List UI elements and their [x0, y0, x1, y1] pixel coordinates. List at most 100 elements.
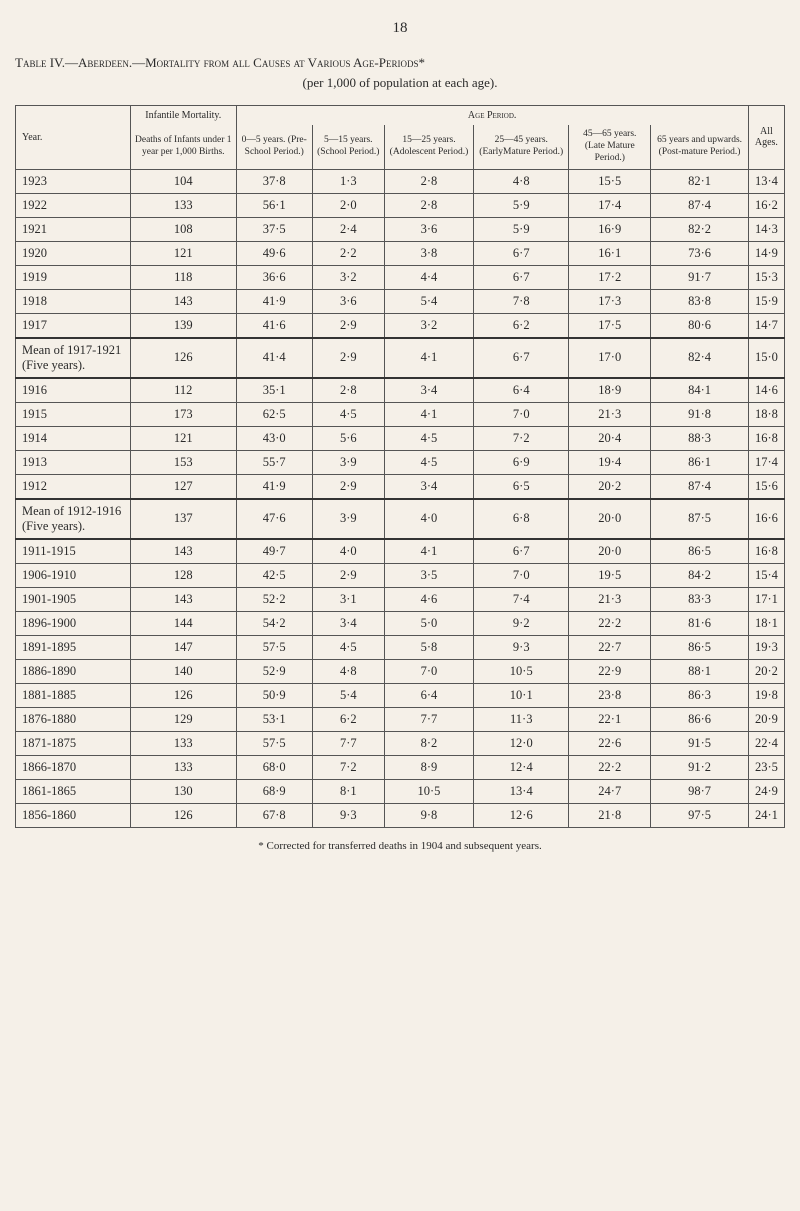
data-cell: 16·8	[748, 426, 784, 450]
data-cell: 4·5	[312, 402, 384, 426]
data-cell: 87·5	[651, 499, 748, 539]
header-age-period: Age Period.	[236, 106, 748, 126]
data-cell: 3·4	[312, 611, 384, 635]
data-cell: 121	[131, 426, 237, 450]
data-cell: 22·4	[748, 731, 784, 755]
data-cell: 62·5	[236, 402, 312, 426]
data-cell: 20·9	[748, 707, 784, 731]
data-cell: 139	[131, 313, 237, 338]
data-cell: 9·3	[312, 803, 384, 827]
year-cell: 1920	[16, 241, 131, 265]
data-cell: 137	[131, 499, 237, 539]
data-cell: 73·6	[651, 241, 748, 265]
data-cell: 6·4	[474, 378, 569, 403]
data-cell: 23·8	[569, 683, 651, 707]
year-cell: 1919	[16, 265, 131, 289]
data-cell: 91·7	[651, 265, 748, 289]
data-cell: 12·6	[474, 803, 569, 827]
header-c5: 45—65 years. (Late Mature Period.)	[569, 125, 651, 169]
data-cell: 22·1	[569, 707, 651, 731]
data-cell: 82·1	[651, 169, 748, 193]
data-cell: 7·0	[384, 659, 474, 683]
data-cell: 19·3	[748, 635, 784, 659]
data-cell: 16·1	[569, 241, 651, 265]
page-number: 18	[15, 20, 785, 37]
data-cell: 16·6	[748, 499, 784, 539]
data-cell: 16·9	[569, 217, 651, 241]
data-cell: 15·4	[748, 563, 784, 587]
data-cell: 88·1	[651, 659, 748, 683]
year-cell: 1861-1865	[16, 779, 131, 803]
table-row: 191611235·12·83·46·418·984·114·6	[16, 378, 785, 403]
data-cell: 16·8	[748, 539, 784, 564]
data-cell: 41·9	[236, 289, 312, 313]
data-cell: 22·9	[569, 659, 651, 683]
data-cell: 20·2	[748, 659, 784, 683]
table-row: 1871-187513357·57·78·212·022·691·522·4	[16, 731, 785, 755]
data-cell: 50·9	[236, 683, 312, 707]
data-cell: 7·2	[474, 426, 569, 450]
data-cell: 13·4	[748, 169, 784, 193]
data-cell: 129	[131, 707, 237, 731]
data-cell: 16·2	[748, 193, 784, 217]
data-cell: 15·9	[748, 289, 784, 313]
year-cell: 1901-1905	[16, 587, 131, 611]
table-row: 191814341·93·65·47·817·383·815·9	[16, 289, 785, 313]
data-cell: 7·4	[474, 587, 569, 611]
data-cell: 23·5	[748, 755, 784, 779]
data-cell: 87·4	[651, 474, 748, 499]
data-cell: 83·3	[651, 587, 748, 611]
data-cell: 98·7	[651, 779, 748, 803]
data-cell: 4·5	[384, 426, 474, 450]
mortality-table: Year. Infantile Mortality. Age Period. A…	[15, 105, 785, 828]
data-cell: 4·4	[384, 265, 474, 289]
data-cell: 121	[131, 241, 237, 265]
data-cell: 4·5	[312, 635, 384, 659]
data-cell: 15·6	[748, 474, 784, 499]
table-row: Mean of 1912-1916 (Five years).13747·63·…	[16, 499, 785, 539]
table-row: 192213356·12·02·85·917·487·416·2	[16, 193, 785, 217]
data-cell: 4·0	[384, 499, 474, 539]
data-cell: 7·8	[474, 289, 569, 313]
year-cell: 1914	[16, 426, 131, 450]
data-cell: 6·7	[474, 539, 569, 564]
data-cell: 20·2	[569, 474, 651, 499]
data-cell: 133	[131, 731, 237, 755]
table-row: Mean of 1917-1921 (Five years).12641·42·…	[16, 338, 785, 378]
data-cell: 20·0	[569, 539, 651, 564]
table-row: 1901-190514352·23·14·67·421·383·317·1	[16, 587, 785, 611]
data-cell: 84·2	[651, 563, 748, 587]
data-cell: 17·2	[569, 265, 651, 289]
data-cell: 10·1	[474, 683, 569, 707]
year-cell: 1911-1915	[16, 539, 131, 564]
year-cell: 1891-1895	[16, 635, 131, 659]
data-cell: 43·0	[236, 426, 312, 450]
data-cell: 11·3	[474, 707, 569, 731]
header-c3: 15—25 years. (Adolescent Period.)	[384, 125, 474, 169]
data-cell: 133	[131, 193, 237, 217]
data-cell: 10·5	[474, 659, 569, 683]
data-cell: 4·0	[312, 539, 384, 564]
data-cell: 3·2	[312, 265, 384, 289]
data-cell: 21·3	[569, 402, 651, 426]
data-cell: 24·1	[748, 803, 784, 827]
data-cell: 47·6	[236, 499, 312, 539]
data-cell: 88·3	[651, 426, 748, 450]
data-cell: 6·8	[474, 499, 569, 539]
table-row: 1906-191012842·52·93·57·019·584·215·4	[16, 563, 785, 587]
data-cell: 22·2	[569, 611, 651, 635]
data-cell: 2·9	[312, 338, 384, 378]
year-cell: 1886-1890	[16, 659, 131, 683]
year-cell: 1881-1885	[16, 683, 131, 707]
data-cell: 3·9	[312, 499, 384, 539]
data-cell: 18·9	[569, 378, 651, 403]
data-cell: 5·4	[384, 289, 474, 313]
table-row: 192110837·52·43·65·916·982·214·3	[16, 217, 785, 241]
data-cell: 104	[131, 169, 237, 193]
data-cell: 68·0	[236, 755, 312, 779]
data-cell: 8·2	[384, 731, 474, 755]
data-cell: 128	[131, 563, 237, 587]
data-cell: 22·2	[569, 755, 651, 779]
data-cell: 17·0	[569, 338, 651, 378]
header-c2: 5—15 years. (School Period.)	[312, 125, 384, 169]
